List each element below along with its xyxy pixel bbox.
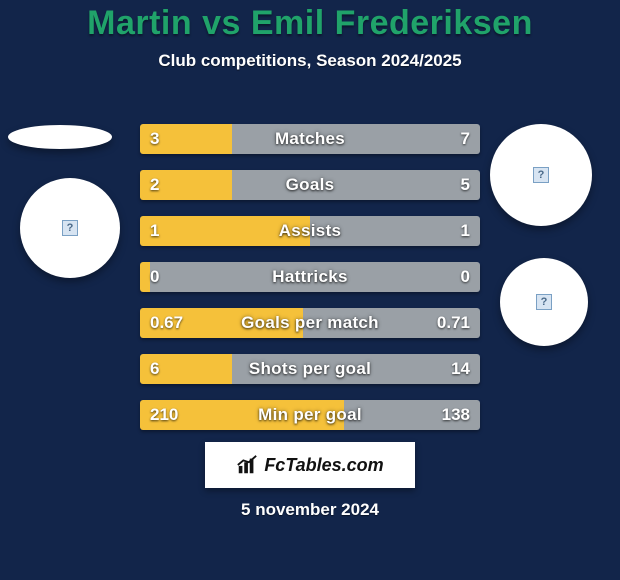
stat-value-right: 5 — [461, 170, 470, 200]
footer-badge: FcTables.com — [205, 442, 415, 488]
stat-label: Matches — [140, 124, 480, 154]
stat-label: Min per goal — [140, 400, 480, 430]
stat-row: Goals2 5 — [140, 170, 480, 200]
stat-value-left: 6 — [150, 354, 159, 384]
stat-value-left: 0.67 — [150, 308, 183, 338]
stat-value-right: 138 — [442, 400, 470, 430]
stat-value-left: 2 — [150, 170, 159, 200]
stat-row: Shots per goal6 14 — [140, 354, 480, 384]
stat-label: Hattricks — [140, 262, 480, 292]
stat-label: Assists — [140, 216, 480, 246]
right-player-avatar-2: ? — [500, 258, 588, 346]
stat-value-left: 0 — [150, 262, 159, 292]
page-title: Martin vs Emil Frederiksen — [0, 0, 620, 43]
image-placeholder-icon: ? — [62, 220, 78, 236]
image-placeholder-icon: ? — [533, 167, 549, 183]
footer-brand: FcTables.com — [264, 455, 383, 476]
stat-value-left: 210 — [150, 400, 178, 430]
decor-ellipse — [8, 125, 112, 149]
stat-row: Assists1 1 — [140, 216, 480, 246]
chart-icon — [236, 454, 258, 476]
image-placeholder-icon: ? — [536, 294, 552, 310]
stat-label: Shots per goal — [140, 354, 480, 384]
stat-value-right: 7 — [461, 124, 470, 154]
stat-row: Goals per match0.67 0.71 — [140, 308, 480, 338]
stats-bars: Matches3 7 Goals2 5 Assists1 1 Hattricks0 0 Goal… — [140, 124, 480, 446]
stat-value-right: 1 — [461, 216, 470, 246]
stat-row: Hattricks0 0 — [140, 262, 480, 292]
stat-value-right: 0 — [461, 262, 470, 292]
left-player-avatar: ? — [20, 178, 120, 278]
stat-value-right: 0.71 — [437, 308, 470, 338]
stat-row: Min per goal210 138 — [140, 400, 480, 430]
stat-value-left: 1 — [150, 216, 159, 246]
stat-value-right: 14 — [451, 354, 470, 384]
subtitle: Club competitions, Season 2024/2025 — [0, 51, 620, 71]
stat-row: Matches3 7 — [140, 124, 480, 154]
right-player-avatar-1: ? — [490, 124, 592, 226]
stat-label: Goals — [140, 170, 480, 200]
date-text: 5 november 2024 — [0, 500, 620, 520]
stat-value-left: 3 — [150, 124, 159, 154]
stat-label: Goals per match — [140, 308, 480, 338]
